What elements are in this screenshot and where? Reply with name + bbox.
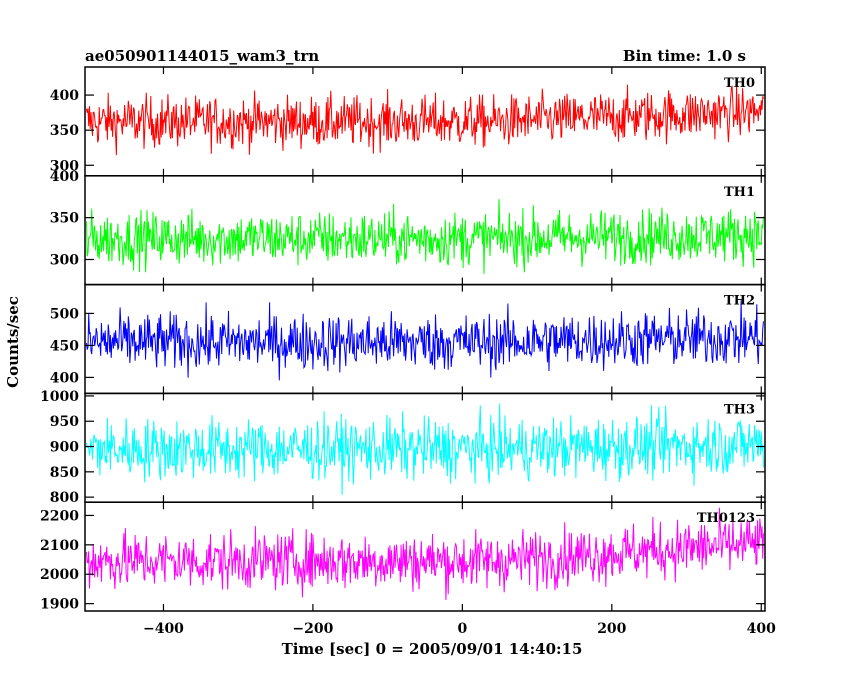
panel-label-th0: TH0 — [724, 76, 755, 91]
x-axis-label: Time [sec] 0 = 2005/09/01 14:40:15 — [282, 640, 583, 658]
series-line-th1 — [86, 199, 764, 274]
series-line-th0 — [86, 83, 764, 156]
panels: 300350400TH0300350400TH1400450500TH28008… — [40, 66, 766, 613]
y-tick-label: 350 — [50, 123, 79, 139]
x-tick-label: 400 — [747, 621, 776, 637]
series-line-th0123 — [86, 507, 764, 601]
y-tick-label: 1900 — [40, 597, 79, 613]
y-tick-label: 500 — [50, 306, 79, 322]
y-tick-label: 1000 — [40, 389, 79, 405]
y-tick-label: 2100 — [40, 538, 79, 554]
panel-th0: 300 350 400 TH0 — [50, 66, 766, 177]
x-axis-ticks: −400 −200 0 200 400 — [143, 621, 776, 637]
y-tick-label: 350 — [50, 211, 79, 227]
y-tick-label: 400 — [50, 88, 79, 104]
bin-time-label: Bin time: 1.0 s — [623, 47, 746, 65]
series-line-th2 — [86, 300, 764, 381]
x-tick-label: −400 — [143, 621, 184, 637]
chart-title: ae050901144015_wam3_trn — [85, 47, 319, 65]
y-tick-label: 2200 — [40, 508, 79, 524]
y-axis-label: Counts/sec — [4, 296, 22, 388]
panel-th1: 300 350 400 TH1 — [50, 169, 766, 286]
panel-label-th1: TH1 — [724, 185, 755, 200]
y-tick-label: 450 — [50, 338, 79, 354]
y-tick-label: 950 — [50, 414, 79, 430]
y-tick-label: 400 — [50, 169, 79, 185]
panel-label-th3: TH3 — [724, 402, 755, 417]
panel-th2: 400 450 500 TH2 — [50, 283, 766, 395]
y-tick-label: 900 — [50, 440, 79, 456]
y-tick-label: 800 — [50, 490, 79, 506]
x-tick-label: −200 — [292, 621, 333, 637]
x-tick-label: 200 — [597, 621, 626, 637]
x-tick-label: 0 — [457, 621, 467, 637]
panel-th3: 800 850 900 950 1000 TH3 — [40, 389, 766, 506]
panel-th0123: 1900 2000 2100 2200 TH0123 — [40, 501, 766, 613]
y-tick-label: 850 — [50, 465, 79, 481]
y-tick-label: 400 — [50, 370, 79, 386]
panel-label-th2: TH2 — [724, 294, 755, 309]
series-line-th3 — [86, 403, 764, 495]
panel-label-th0123: TH0123 — [697, 511, 755, 526]
y-tick-label: 2000 — [40, 567, 79, 583]
panel-frame — [84, 501, 766, 612]
y-tick-label: 300 — [50, 158, 79, 174]
y-tick-label: 300 — [50, 252, 79, 268]
